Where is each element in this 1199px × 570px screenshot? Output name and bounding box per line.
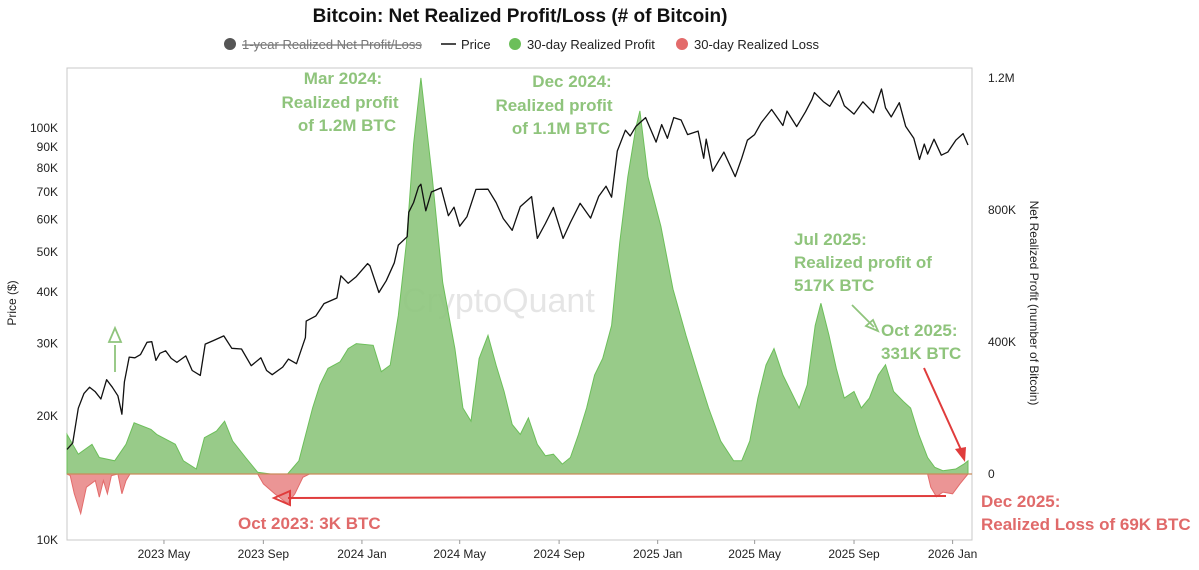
x-tick-label: 2025 May [728, 547, 781, 561]
annotations: Mar 2024: Realized profit of 1.2M BTC De… [238, 69, 1191, 534]
ann-oct2023: Oct 2023: 3K BTC [238, 514, 381, 533]
series-layer [66, 77, 972, 516]
y-left-tick-label: 90K [37, 140, 58, 154]
y-right-tick-label: 800K [988, 203, 1016, 217]
y-left-tick-label: 60K [37, 213, 58, 227]
annotation-arrows [107, 304, 966, 507]
ann-dec2025-line1: Dec 2025: [981, 492, 1060, 511]
arrow-oct2023-left [287, 495, 947, 499]
price-line [66, 88, 969, 450]
x-tick-label: 2025 Jan [633, 547, 682, 561]
legend-label-profit[interactable]: 30-day Realized Profit [527, 37, 655, 52]
arrow-apr2023-head [107, 325, 123, 343]
y-left-tick-label: 20K [37, 409, 58, 423]
ann-jul2025-line3: 517K BTC [794, 276, 874, 295]
ann-oct2025-line1: Oct 2025: [881, 321, 958, 340]
legend-marker-loss [676, 38, 688, 50]
y-right-label: Net Realized Profit (number of Bitcoin) [1027, 201, 1041, 406]
y-left-tick-label: 50K [37, 245, 58, 259]
x-tick-label: 2024 May [433, 547, 486, 561]
x-tick-label: 2024 Sep [533, 547, 585, 561]
ann-mar2024-line2: Realized profit [281, 93, 398, 112]
y-right-tick-label: 1.2M [988, 71, 1015, 85]
x-tick-label: 2023 May [138, 547, 191, 561]
ann-dec2025-line2: Realized Loss of 69K BTC [981, 515, 1191, 534]
x-tick-label: 2024 Jan [337, 547, 386, 561]
legend-marker-net-pl [224, 38, 236, 50]
legend-label-loss[interactable]: 30-day Realized Loss [694, 37, 820, 52]
y-right-tick-label: 0 [988, 467, 995, 481]
y-left-tick-label: 40K [37, 285, 58, 299]
arrow-dec2025-down [923, 367, 963, 453]
y-left-tick-label: 30K [37, 337, 58, 351]
ann-dec2024-line3: of 1.1M BTC [512, 119, 610, 138]
arrow-oct2025-head [864, 318, 880, 333]
ann-jul2025-line1: Jul 2025: [794, 230, 867, 249]
ann-mar2024-line1: Mar 2024: [304, 69, 382, 88]
legend-label-price[interactable]: Price [461, 37, 491, 52]
chart-title: Bitcoin: Net Realized Profit/Loss (# of … [313, 6, 728, 27]
x-tick-label: 2025 Sep [828, 547, 880, 561]
legend-label-net-pl[interactable]: 1-year Realized Net Profit/Loss [242, 37, 422, 52]
x-tick-label: 2023 Sep [238, 547, 290, 561]
ann-jul2025-line2: Realized profit of [794, 253, 932, 272]
ann-dec2024-line2: Realized profit [495, 96, 612, 115]
arrow-dec2025-down-head [955, 447, 966, 462]
legend-marker-profit [509, 38, 521, 50]
profit-area [66, 77, 969, 475]
y-right-tick-label: 400K [988, 335, 1016, 349]
y-left-tick-label: 80K [37, 161, 58, 175]
y-left-tick-label: 10K [37, 533, 58, 547]
ann-dec2024-line1: Dec 2024: [532, 72, 611, 91]
ann-mar2024-line3: of 1.2M BTC [298, 116, 396, 135]
ann-oct2025-line2: 331K BTC [881, 344, 961, 363]
y-left-tick-label: 100K [30, 121, 58, 135]
x-tick-label: 2026 Jan [928, 547, 977, 561]
arrow-oct2023-left-head [271, 489, 291, 507]
legend: 1-year Realized Net Profit/Loss Price 30… [224, 37, 820, 52]
axis-layer: 2023 May 2023 Sep 2024 Jan 2024 May 2024 Sep… [30, 71, 1016, 561]
y-left-label: Price ($) [5, 280, 19, 325]
y-left-tick-label: 70K [37, 185, 58, 199]
